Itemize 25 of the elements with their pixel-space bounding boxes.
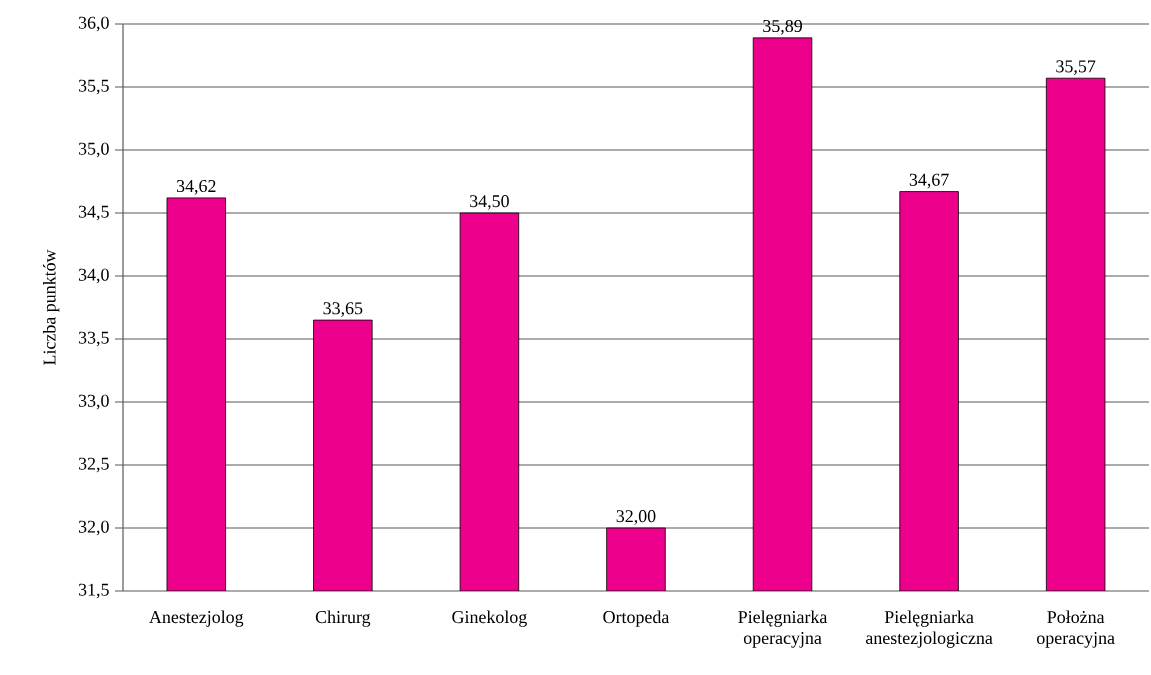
data-label: 32,00 <box>616 510 656 525</box>
x-tick-label: Położna operacyjna <box>1037 610 1115 648</box>
y-tick-label: 34,0 <box>78 268 109 284</box>
data-label: 35,57 <box>1056 60 1096 75</box>
x-tick-label: Ginekolog <box>452 610 527 627</box>
data-label: 34,67 <box>909 173 949 189</box>
y-tick-label: 36,0 <box>78 16 109 32</box>
y-tick-label: 34,5 <box>78 205 109 221</box>
y-tick-label: 35,5 <box>78 79 109 95</box>
y-axis-title: Liczba punktów <box>42 249 60 365</box>
y-tick-label: 33,0 <box>78 394 109 410</box>
y-tick-label: 31,5 <box>78 583 109 599</box>
y-tick-label: 33,5 <box>78 331 109 347</box>
y-tick-label: 35,0 <box>78 142 109 158</box>
data-label: 34,50 <box>470 195 509 210</box>
data-label: 34,62 <box>176 180 216 195</box>
x-tick-label: Anestezjolog <box>149 610 244 627</box>
x-tick-label: Chirurg <box>315 610 371 627</box>
y-tick-label: 32,0 <box>78 520 109 536</box>
x-tick-label: Ortopeda <box>603 610 670 627</box>
y-tick-label: 32,5 <box>78 457 109 473</box>
x-tick-label: Pielęgniarka operacyjna <box>738 610 828 648</box>
x-tick-label: Pielęgniarka anestezjologiczna <box>865 610 993 648</box>
data-label: 33,65 <box>323 302 363 317</box>
data-label: 35,89 <box>763 19 802 35</box>
